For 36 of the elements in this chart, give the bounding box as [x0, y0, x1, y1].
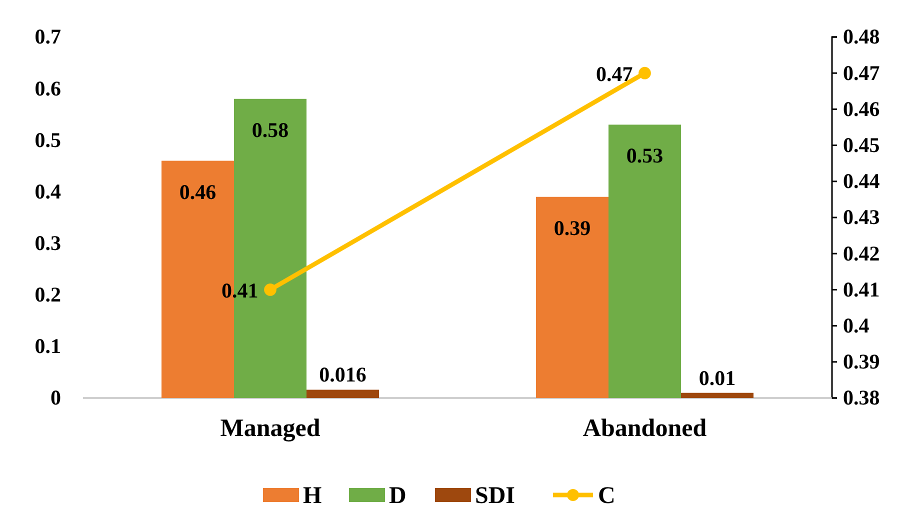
- bar: [681, 392, 754, 398]
- data-label: 0.39: [554, 216, 591, 240]
- data-label: 0.46: [179, 180, 216, 204]
- data-label: 0.58: [252, 118, 289, 142]
- x-tick-label: Abandoned: [582, 414, 707, 442]
- y2-tick-label: 0.43: [843, 205, 880, 230]
- y-tick-label: 0.7: [34, 24, 61, 49]
- legend-label: C: [598, 483, 616, 509]
- x-tick-label: Managed: [220, 414, 320, 442]
- bar: [608, 124, 681, 398]
- legend-label: D: [389, 483, 406, 509]
- bar: [536, 196, 608, 398]
- y2-tick-label: 0.46: [843, 96, 880, 121]
- legend-label: H: [303, 483, 322, 509]
- data-label: 0.016: [319, 362, 366, 387]
- y2-tick-label: 0.38: [843, 386, 880, 410]
- y2-tick-label: 0.41: [843, 277, 880, 302]
- y-tick-label: 0.5: [34, 128, 61, 152]
- y2-tick-label: 0.44: [843, 169, 880, 194]
- y2-tick-label: 0.45: [843, 133, 880, 158]
- y-tick-label: 0.3: [34, 231, 61, 256]
- y2-tick-label: 0.4: [843, 314, 870, 338]
- data-label: 0.53: [626, 144, 664, 168]
- y-tick-label: 0.2: [34, 282, 61, 307]
- data-label: 0.47: [596, 62, 633, 86]
- bar: [306, 390, 379, 398]
- y2-tick-label: 0.42: [843, 241, 880, 266]
- y2-tick-label: 0.39: [843, 350, 880, 374]
- y2-tick-label: 0.47: [843, 60, 880, 85]
- y2-tick-label: 0.48: [843, 24, 880, 49]
- data-label: 0.01: [698, 366, 736, 390]
- y-tick-label: 0.6: [34, 76, 61, 100]
- y-tick-label: 0.1: [34, 334, 61, 358]
- y-tick-label: 0.4: [34, 179, 62, 204]
- legend-label: SDI: [475, 483, 516, 509]
- y-tick-label: 0: [50, 386, 61, 410]
